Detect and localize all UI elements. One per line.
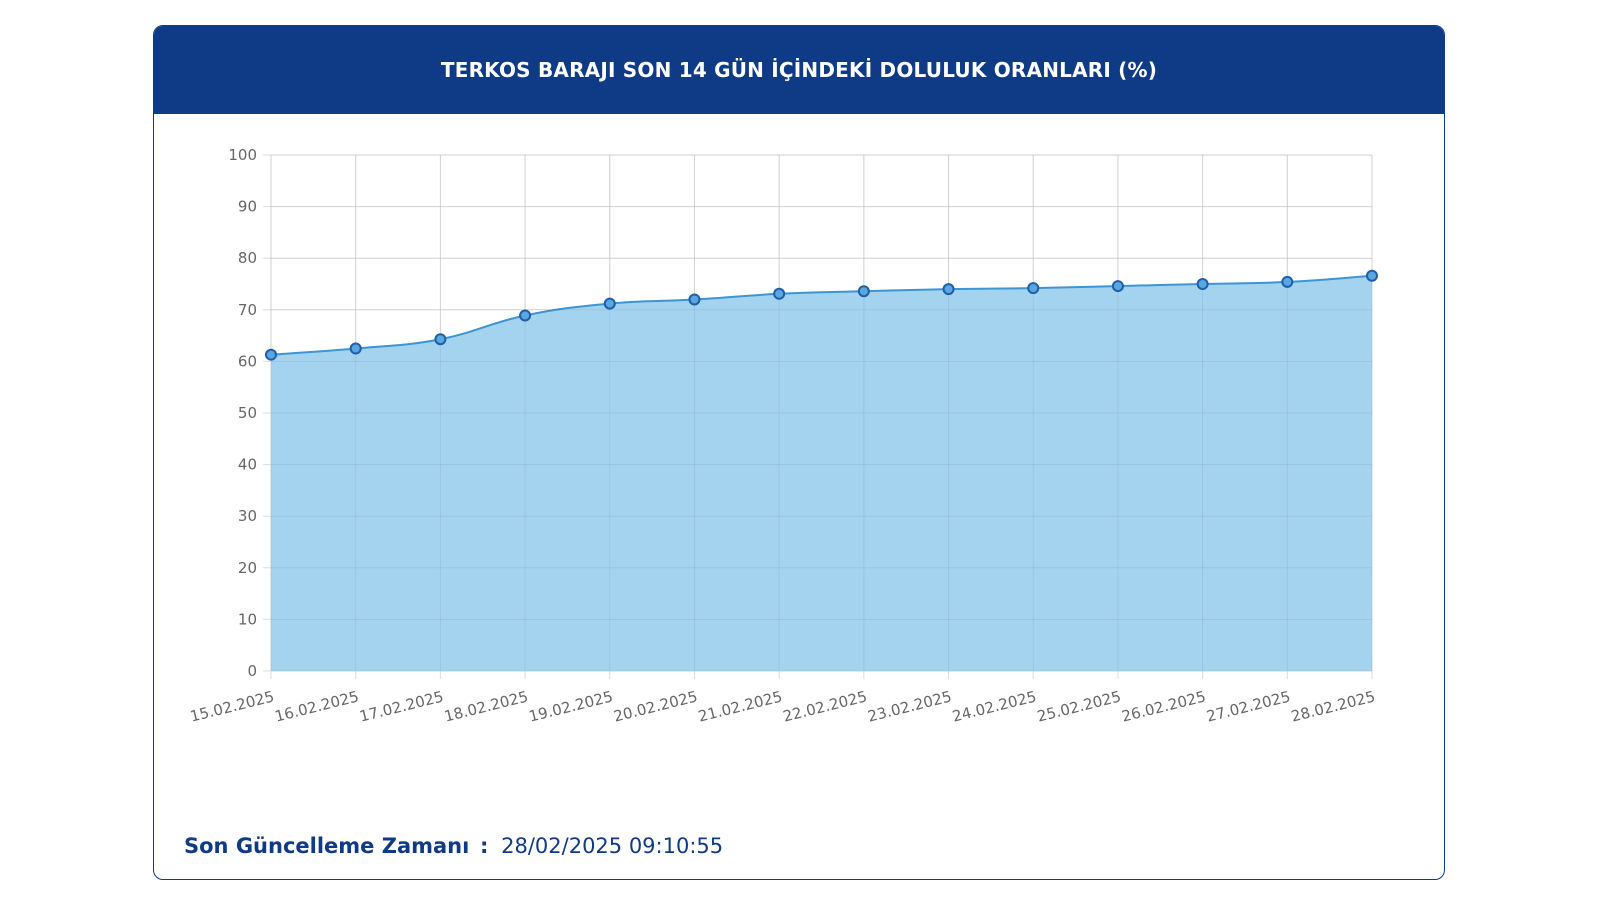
- x-tick-label: 27.02.2025: [1205, 687, 1293, 725]
- x-tick-label: 21.02.2025: [696, 687, 784, 725]
- x-tick-label: 25.02.2025: [1035, 687, 1123, 725]
- area-series: [270, 154, 1373, 672]
- x-tick-label: 23.02.2025: [866, 687, 954, 725]
- data-point: [857, 285, 870, 298]
- data-point: [1111, 280, 1124, 293]
- y-tick-label: 60: [238, 352, 257, 370]
- data-points: [265, 269, 1378, 361]
- chart-title: TERKOS BARAJI SON 14 GÜN İÇİNDEKİ DOLULU…: [440, 58, 1158, 82]
- y-axis-ticks: 0 10 20 30 40 50 60 70 80 90 100: [228, 146, 257, 680]
- last-update-value: 28/02/2025 09:10:55: [501, 834, 724, 858]
- x-tick-label: 24.02.2025: [951, 687, 1039, 725]
- data-point: [434, 333, 447, 346]
- y-tick-label: 0: [247, 662, 257, 680]
- x-tick-label: 18.02.2025: [442, 687, 530, 725]
- x-tick-label: 17.02.2025: [358, 687, 446, 725]
- data-point: [1196, 278, 1209, 290]
- data-point: [265, 348, 277, 361]
- series-line: [270, 274, 1373, 356]
- y-tick-label: 20: [238, 559, 257, 577]
- data-point: [773, 287, 786, 300]
- data-point: [1281, 275, 1294, 288]
- x-tick-label: 22.02.2025: [781, 687, 869, 725]
- card-header: TERKOS BARAJI SON 14 GÜN İÇİNDEKİ DOLULU…: [154, 26, 1444, 114]
- y-tick-label: 100: [228, 146, 257, 164]
- data-point: [603, 297, 616, 310]
- x-tick-label: 16.02.2025: [273, 687, 361, 725]
- y-tick-label: 70: [238, 301, 257, 319]
- data-point: [519, 309, 532, 322]
- y-tick-label: 40: [238, 456, 257, 474]
- last-update-label: Son Güncelleme Zamanı: [184, 834, 470, 858]
- x-tick-label: 19.02.2025: [527, 687, 615, 725]
- y-tick-label: 80: [238, 249, 257, 267]
- data-point: [942, 283, 955, 296]
- x-tick-label: 26.02.2025: [1120, 687, 1208, 725]
- y-tick-label: 30: [238, 507, 257, 525]
- last-update-separator: :: [480, 834, 489, 858]
- y-tick-label: 50: [238, 404, 257, 422]
- data-point: [1366, 269, 1378, 282]
- y-tick-label: 10: [238, 610, 257, 628]
- x-axis-ticks: 15.02.202516.02.202517.02.202518.02.2025…: [188, 687, 1377, 725]
- occupancy-area-chart: 0 10 20 30 40 50 60 70 80 90 100 15.02.202516.02.2…: [188, 146, 1378, 726]
- data-point: [688, 293, 701, 306]
- area-fill: [271, 275, 1372, 671]
- last-update-row: Son Güncelleme Zamanı : 28/02/2025 09:10…: [184, 834, 723, 858]
- dam-occupancy-card: TERKOS BARAJI SON 14 GÜN İÇİNDEKİ DOLULU…: [153, 25, 1445, 880]
- y-tick-label: 90: [238, 198, 257, 216]
- x-tick-label: 20.02.2025: [612, 687, 700, 725]
- data-point: [349, 342, 362, 355]
- x-tick-label: 28.02.2025: [1289, 687, 1377, 725]
- data-point: [1027, 282, 1040, 295]
- x-tick-label: 15.02.2025: [188, 687, 276, 725]
